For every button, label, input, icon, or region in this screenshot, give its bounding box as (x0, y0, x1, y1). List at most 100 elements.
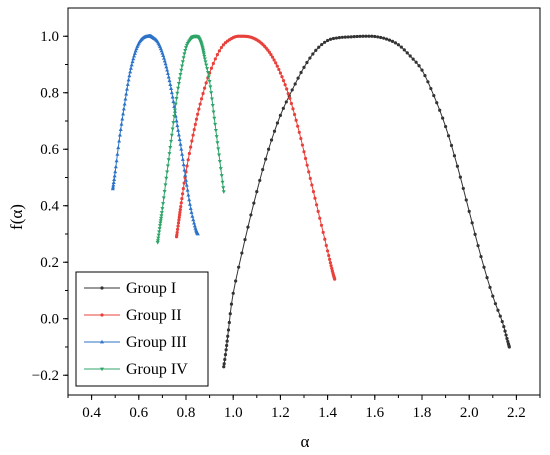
data-point (226, 328, 231, 332)
data-point (269, 138, 274, 142)
data-point (213, 57, 217, 61)
data-point (284, 100, 288, 104)
data-point (214, 135, 219, 139)
data-point (223, 353, 228, 357)
data-point (122, 101, 127, 106)
data-point (399, 45, 403, 49)
data-point (189, 210, 194, 214)
data-point (115, 152, 120, 156)
data-point (159, 214, 164, 218)
series-2 (174, 34, 337, 281)
data-point (264, 157, 268, 161)
data-point (307, 170, 311, 174)
x-tick-label: 0.8 (177, 405, 196, 421)
data-point (156, 233, 161, 238)
data-point (205, 71, 210, 75)
data-point (500, 319, 504, 324)
data-point (320, 42, 324, 47)
data-point (390, 39, 395, 43)
data-point (220, 180, 225, 185)
data-point (164, 64, 169, 69)
y-tick-label: 1.0 (40, 29, 59, 45)
data-point (114, 158, 119, 163)
data-point (211, 61, 215, 66)
data-point (455, 164, 459, 168)
data-point (113, 164, 118, 169)
data-point (177, 77, 182, 82)
data-point (207, 80, 212, 84)
data-point (211, 110, 216, 115)
data-point (280, 75, 284, 79)
y-tick-label: 0.2 (40, 255, 59, 271)
data-point (293, 82, 297, 86)
data-point (166, 74, 171, 79)
data-point (165, 67, 170, 72)
data-point (452, 154, 457, 158)
y-axis-label: f(α) (7, 204, 26, 230)
data-point (165, 170, 170, 175)
data-point (179, 147, 184, 151)
data-point (206, 75, 211, 79)
data-point (170, 127, 175, 132)
legend-label: Group III (126, 334, 187, 351)
data-point (205, 67, 210, 71)
data-point (165, 164, 170, 168)
data-point (302, 150, 306, 154)
data-point (186, 158, 190, 162)
data-point (163, 61, 168, 66)
data-point (194, 117, 199, 121)
data-point (201, 91, 205, 96)
data-point (175, 233, 179, 237)
data-point (157, 230, 162, 234)
data-point (161, 56, 166, 60)
data-point (192, 223, 197, 228)
data-point (121, 106, 126, 111)
data-point (201, 50, 206, 55)
axes: 0.4 0.6 0.8 1.0 1.2 1.4 1.6 1.8 2.0 2.2 −0.2 0.0 0.2… (32, 7, 541, 421)
data-point (269, 53, 273, 57)
data-point (193, 122, 197, 126)
data-point (411, 57, 415, 61)
data-point (393, 41, 398, 45)
data-point (180, 197, 184, 201)
data-point (319, 223, 324, 227)
data-point (305, 60, 309, 65)
data-point (180, 64, 185, 69)
x-tick-label: 0.4 (82, 405, 101, 421)
data-point (222, 365, 226, 369)
data-point (473, 232, 477, 236)
data-point (131, 56, 136, 61)
data-point (175, 230, 179, 235)
data-point (178, 73, 183, 77)
data-point (297, 130, 301, 134)
data-point (175, 91, 180, 96)
data-point (124, 91, 129, 96)
data-point (123, 96, 128, 101)
data-point (213, 129, 218, 133)
data-point (255, 190, 259, 194)
data-point (182, 181, 186, 185)
data-point (329, 264, 333, 268)
data-point (130, 59, 135, 64)
data-point (223, 357, 227, 362)
data-point (334, 36, 339, 40)
data-point (132, 53, 137, 58)
data-point (111, 180, 116, 185)
data-point (310, 183, 314, 187)
data-point (278, 113, 282, 117)
data-point (179, 68, 184, 73)
data-point (119, 122, 124, 126)
data-point (258, 178, 262, 183)
data-point (176, 132, 181, 137)
data-point (183, 49, 188, 53)
legend-label: Group II (126, 307, 182, 324)
series-3 (110, 33, 200, 236)
data-point (197, 107, 201, 111)
data-point (294, 118, 298, 122)
data-point (340, 35, 344, 39)
data-point (213, 122, 218, 127)
y-tick-label: −0.2 (32, 368, 59, 384)
data-point (171, 121, 176, 125)
data-point (246, 225, 250, 229)
data-point (270, 55, 275, 59)
